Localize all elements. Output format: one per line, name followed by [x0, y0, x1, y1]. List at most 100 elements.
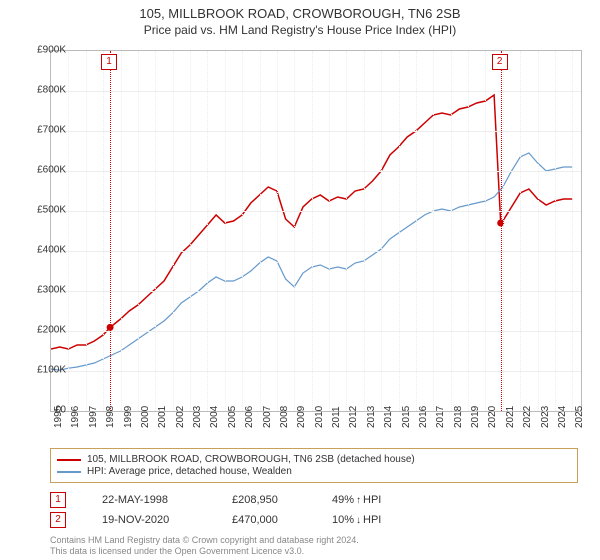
legend-label: 105, MILLBROOK ROAD, CROWBOROUGH, TN6 2S… [87, 454, 415, 465]
legend: 105, MILLBROOK ROAD, CROWBOROUGH, TN6 2S… [50, 448, 578, 483]
grid-line-v [68, 51, 69, 411]
sale-row: 2 19-NOV-2020 £470,000 10%↓HPI [50, 512, 381, 528]
x-tick-label: 2018 [453, 406, 464, 428]
x-tick-label: 1995 [53, 406, 64, 428]
sale-marker-line [110, 51, 111, 411]
y-tick-label: £400K [28, 245, 66, 256]
sale-hpi-pct: 10% [332, 514, 354, 526]
legend-row: 105, MILLBROOK ROAD, CROWBOROUGH, TN6 2S… [57, 454, 571, 465]
x-tick-label: 2019 [470, 406, 481, 428]
sale-hpi-pct: 49% [332, 494, 354, 506]
grid-line-v [520, 51, 521, 411]
grid-line-v [312, 51, 313, 411]
grid-line-v [538, 51, 539, 411]
footer-line2: This data is licensed under the Open Gov… [50, 546, 359, 557]
y-tick-label: £900K [28, 45, 66, 56]
x-tick-label: 1999 [123, 406, 134, 428]
x-tick-label: 2011 [331, 406, 342, 428]
x-tick-label: 2022 [522, 406, 533, 428]
title-main: 105, MILLBROOK ROAD, CROWBOROUGH, TN6 2S… [0, 6, 600, 21]
legend-swatch [57, 459, 81, 461]
x-tick-label: 2024 [557, 406, 568, 428]
x-tick-label: 2013 [366, 406, 377, 428]
legend-label: HPI: Average price, detached house, Weal… [87, 466, 292, 477]
grid-line-v [485, 51, 486, 411]
x-tick-label: 2016 [418, 406, 429, 428]
grid-line-v [451, 51, 452, 411]
y-tick-label: £200K [28, 325, 66, 336]
sale-row: 1 22-MAY-1998 £208,950 49%↑HPI [50, 492, 381, 508]
sale-hpi: 49%↑HPI [332, 494, 381, 506]
sale-date: 19-NOV-2020 [102, 514, 202, 526]
grid-line-v [364, 51, 365, 411]
grid-line-v [346, 51, 347, 411]
grid-line-v [173, 51, 174, 411]
x-tick-label: 1997 [88, 406, 99, 428]
footer-line1: Contains HM Land Registry data © Crown c… [50, 535, 359, 546]
y-tick-label: £700K [28, 125, 66, 136]
x-tick-label: 1996 [70, 406, 81, 428]
arrow-down-icon: ↓ [356, 515, 361, 526]
grid-line-v [225, 51, 226, 411]
grid-line-v [155, 51, 156, 411]
sale-marker-box: 1 [101, 54, 117, 70]
y-tick-label: £800K [28, 85, 66, 96]
x-tick-label: 2012 [348, 406, 359, 428]
x-tick-label: 2020 [487, 406, 498, 428]
grid-line-v [277, 51, 278, 411]
grid-line-v [381, 51, 382, 411]
x-tick-label: 2023 [540, 406, 551, 428]
sale-date: 22-MAY-1998 [102, 494, 202, 506]
x-tick-label: 2004 [209, 406, 220, 428]
sale-hpi-label: HPI [363, 494, 381, 506]
grid-line-v [190, 51, 191, 411]
x-tick-label: 2006 [244, 406, 255, 428]
grid-line-v [121, 51, 122, 411]
sale-row-marker: 2 [50, 512, 66, 528]
x-tick-label: 2002 [175, 406, 186, 428]
title-sub: Price paid vs. HM Land Registry's House … [0, 23, 600, 37]
grid-line-v [329, 51, 330, 411]
grid-line-v [294, 51, 295, 411]
grid-line-v [260, 51, 261, 411]
grid-line-v [503, 51, 504, 411]
grid-line-v [86, 51, 87, 411]
x-tick-label: 2007 [262, 406, 273, 428]
plot-area [50, 50, 582, 412]
grid-line-v [416, 51, 417, 411]
sale-marker-line [501, 51, 502, 411]
grid-line-v [572, 51, 573, 411]
x-tick-label: 2001 [157, 406, 168, 428]
sale-price: £470,000 [232, 514, 302, 526]
grid-line-v [103, 51, 104, 411]
x-tick-label: 2025 [574, 406, 585, 428]
x-tick-label: 2008 [279, 406, 290, 428]
x-tick-label: 2003 [192, 406, 203, 428]
x-tick-label: 2015 [401, 406, 412, 428]
y-tick-label: £500K [28, 205, 66, 216]
grid-line-v [138, 51, 139, 411]
x-tick-label: 2000 [140, 406, 151, 428]
y-tick-label: £100K [28, 365, 66, 376]
x-tick-label: 2017 [435, 406, 446, 428]
sale-price: £208,950 [232, 494, 302, 506]
legend-swatch [57, 471, 81, 473]
grid-line-v [399, 51, 400, 411]
grid-line-v [468, 51, 469, 411]
sale-hpi-label: HPI [363, 514, 381, 526]
chart-container: 105, MILLBROOK ROAD, CROWBOROUGH, TN6 2S… [0, 0, 600, 560]
x-tick-label: 2014 [383, 406, 394, 428]
sale-marker-box: 2 [492, 54, 508, 70]
sale-row-marker: 1 [50, 492, 66, 508]
y-tick-label: £300K [28, 285, 66, 296]
x-tick-label: 2005 [227, 406, 238, 428]
footer: Contains HM Land Registry data © Crown c… [50, 535, 359, 557]
grid-line-v [555, 51, 556, 411]
sale-hpi: 10%↓HPI [332, 514, 381, 526]
legend-row: HPI: Average price, detached house, Weal… [57, 466, 571, 477]
x-tick-label: 2010 [314, 406, 325, 428]
grid-line-v [433, 51, 434, 411]
arrow-up-icon: ↑ [356, 495, 361, 506]
grid-line-v [207, 51, 208, 411]
grid-line-v [242, 51, 243, 411]
